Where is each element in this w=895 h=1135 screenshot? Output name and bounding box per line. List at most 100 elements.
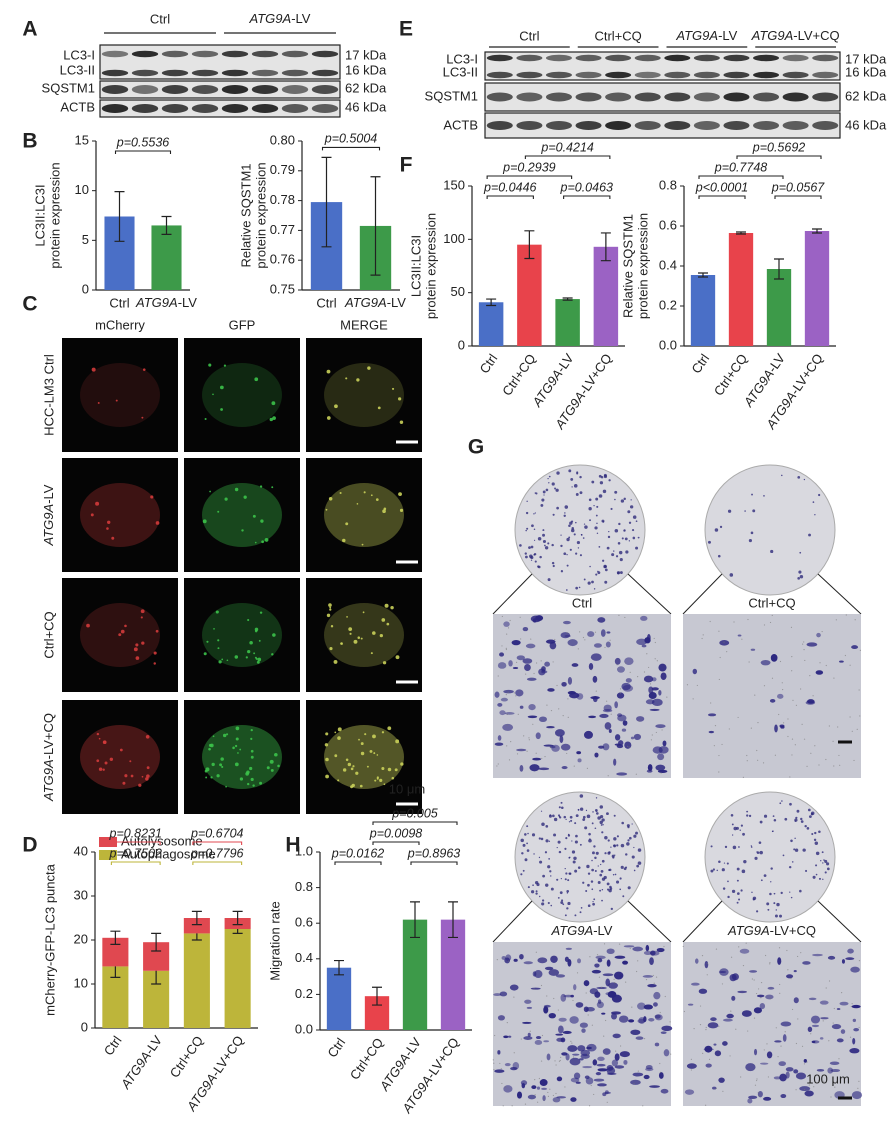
puncta xyxy=(219,763,223,767)
stained-cell xyxy=(547,477,549,480)
stained-cell xyxy=(853,1028,860,1032)
stained-cell xyxy=(570,520,574,523)
stained-cell xyxy=(593,1078,605,1082)
debris xyxy=(661,729,663,731)
p-value: p<0.0001 xyxy=(695,180,748,194)
blot-band xyxy=(664,92,691,102)
puncta xyxy=(345,758,349,762)
stained-cell xyxy=(590,653,602,661)
stained-cell xyxy=(582,1065,593,1069)
bar xyxy=(517,244,542,346)
stained-cell xyxy=(550,887,554,891)
puncta xyxy=(225,785,227,788)
row-label: Ctrl+CQ xyxy=(41,611,56,658)
puncta xyxy=(355,771,359,775)
stained-cell xyxy=(737,990,748,994)
error-bar xyxy=(232,910,243,926)
debris xyxy=(529,1030,531,1032)
p-value: p=0.0463 xyxy=(560,180,614,194)
debris xyxy=(603,943,606,945)
stained-cell xyxy=(599,820,603,825)
puncta xyxy=(95,501,100,506)
stained-cell xyxy=(627,826,630,829)
debris xyxy=(828,725,830,727)
stained-cell xyxy=(616,666,625,673)
debris xyxy=(722,1090,724,1092)
debris xyxy=(763,1049,765,1051)
stained-cell xyxy=(516,655,525,661)
debris xyxy=(818,1079,820,1081)
debris xyxy=(721,743,723,746)
puncta xyxy=(130,774,134,778)
blot-band xyxy=(251,85,279,94)
stained-cell xyxy=(545,883,549,887)
stained-cell xyxy=(586,1043,597,1052)
debris xyxy=(858,959,861,962)
stained-cell xyxy=(598,494,603,498)
debris xyxy=(778,947,781,949)
significance-bracket xyxy=(114,150,172,154)
puncta xyxy=(367,366,371,370)
stained-cell xyxy=(558,815,561,818)
debris xyxy=(769,998,772,1000)
stained-cell xyxy=(765,994,774,1000)
debris xyxy=(690,1058,692,1060)
stained-cell xyxy=(826,867,830,871)
blot-band xyxy=(723,92,750,102)
puncta xyxy=(145,734,150,739)
p-value: p=0.005 xyxy=(391,806,438,820)
blot-band xyxy=(101,50,129,58)
stained-cell xyxy=(737,634,742,637)
debris xyxy=(645,978,648,981)
stained-cell xyxy=(580,1053,590,1059)
debris xyxy=(519,616,521,618)
stained-cell xyxy=(635,520,638,523)
blot-band xyxy=(221,50,249,58)
stained-cell xyxy=(763,1096,772,1101)
debris xyxy=(769,621,772,624)
puncta xyxy=(247,618,250,622)
stained-cell xyxy=(556,471,560,475)
debris xyxy=(504,1086,507,1088)
debris xyxy=(554,638,556,641)
stained-cell xyxy=(603,875,607,880)
debris xyxy=(501,1082,503,1085)
stained-cell xyxy=(569,1057,581,1066)
debris xyxy=(651,734,653,736)
stained-cell xyxy=(708,713,717,717)
stained-cell xyxy=(575,1081,581,1084)
blot-band xyxy=(251,104,279,113)
stained-cell xyxy=(613,758,617,766)
debris xyxy=(577,648,579,650)
puncta xyxy=(247,650,251,654)
debris xyxy=(728,728,730,730)
debris xyxy=(726,651,728,653)
puncta xyxy=(381,766,385,771)
puncta xyxy=(395,739,400,744)
debris xyxy=(588,1105,591,1107)
stained-cell xyxy=(548,475,551,478)
stained-cell xyxy=(617,542,621,545)
stained-cell xyxy=(649,1085,660,1088)
well xyxy=(514,464,646,596)
stained-cell xyxy=(624,657,634,666)
stained-cell xyxy=(526,842,528,845)
stained-cell xyxy=(637,1002,646,1010)
stained-cell xyxy=(651,687,659,691)
stained-cell xyxy=(646,769,653,773)
y-tick-label: 0 xyxy=(81,1019,88,1034)
puncta xyxy=(272,416,276,420)
scale-bar-label: 100 μm xyxy=(806,1071,850,1086)
stained-cell xyxy=(803,478,806,481)
stained-cell xyxy=(503,689,514,694)
debris xyxy=(745,942,747,944)
debris xyxy=(821,630,823,633)
puncta xyxy=(218,660,222,664)
puncta xyxy=(381,731,385,734)
stained-cell xyxy=(658,746,669,754)
stained-cell xyxy=(620,571,623,574)
stained-cell xyxy=(621,821,624,825)
puncta xyxy=(142,368,146,371)
stained-cell xyxy=(571,486,573,488)
debris xyxy=(637,676,639,678)
